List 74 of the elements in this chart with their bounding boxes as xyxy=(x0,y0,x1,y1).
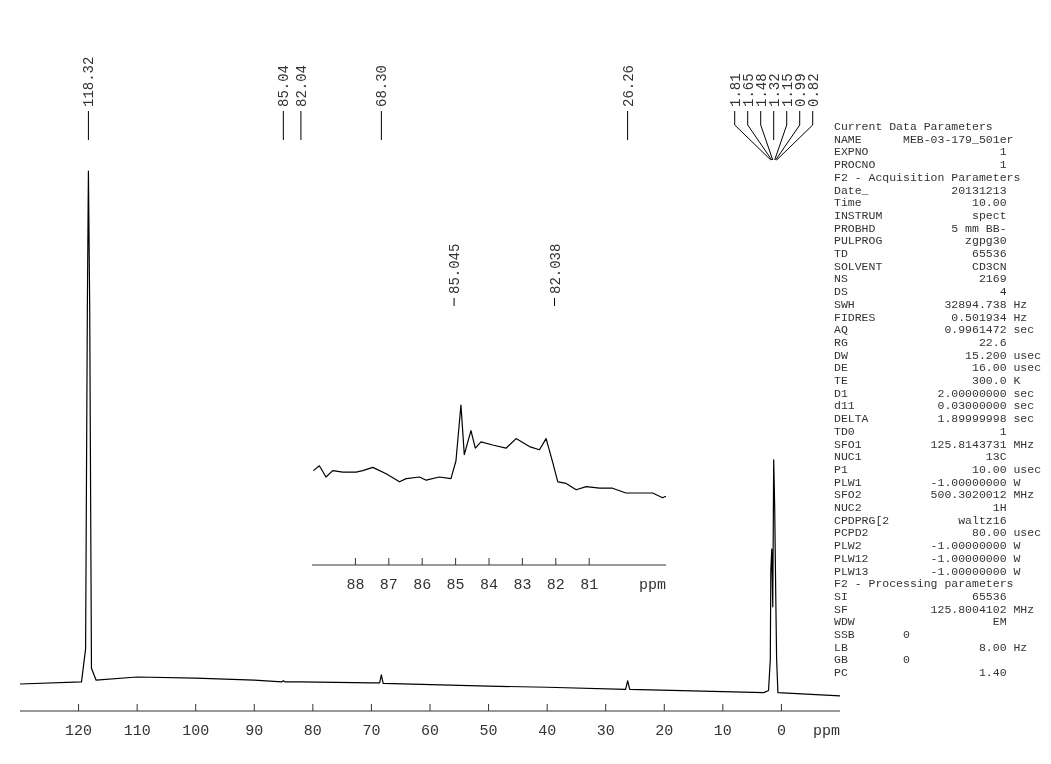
annotation: SFO2 500.3020012 MHz xyxy=(834,488,1035,502)
annotation: DW 15.200 usec xyxy=(834,348,1042,362)
annotation: Date_ 20131213 xyxy=(834,183,1007,197)
x-tick-label: 10 xyxy=(713,723,732,740)
annotation: 118.32 xyxy=(81,56,98,107)
text: Current Data Parameters xyxy=(834,120,993,133)
x-tick-label: 86 xyxy=(413,577,432,594)
annotation: PROBHD 5 mm BB- xyxy=(834,221,1007,235)
text: NAME MEB-03-179_501er xyxy=(834,132,1014,146)
annotation: PLW13 -1.00000000 W xyxy=(834,564,1021,578)
annotation: 68.30 xyxy=(374,64,391,107)
annotation: DE 16.00 usec xyxy=(834,361,1042,375)
annotation: SFO1 125.8143731 MHz xyxy=(834,437,1035,451)
annotation: SF 125.8004102 MHz xyxy=(834,602,1035,616)
annotation: PCPD2 80.00 usec xyxy=(834,526,1042,540)
annotation: F2 - Processing parameters xyxy=(834,577,1014,591)
annotation: SWH 32894.738 Hz xyxy=(834,297,1028,311)
annotation: INSTRUM spect xyxy=(834,208,1007,222)
annotation: SI 65536 xyxy=(834,589,1007,603)
annotation: PLW12 -1.00000000 W xyxy=(834,551,1021,565)
annotation: LB 8.00 Hz xyxy=(834,640,1028,654)
annotation: F2 - Acquisition Parameters xyxy=(834,170,1021,184)
x-tick-label: 110 xyxy=(123,723,151,740)
x-tick-label: 60 xyxy=(420,723,440,740)
annotation: DELTA 1.89999998 sec xyxy=(834,412,1035,426)
x-tick-label: 85 xyxy=(446,577,465,594)
annotation: GB 0 xyxy=(834,653,911,667)
annotation: NS 2169 xyxy=(834,272,1007,286)
annotation: PROCNO 1 xyxy=(834,158,1007,172)
x-axis-title: ppm xyxy=(638,577,666,594)
annotation: Time 10.00 xyxy=(834,196,1007,210)
annotation: AQ 0.9961472 sec xyxy=(834,323,1035,337)
x-tick-label: 30 xyxy=(596,723,615,740)
annotation: DS 4 xyxy=(834,285,1007,299)
annotation: d11 0.03000000 sec xyxy=(834,399,1035,413)
annotation: PLW1 -1.00000000 W xyxy=(834,475,1021,489)
text: EXPNO 1 xyxy=(834,145,1007,159)
annotation: SSB 0 xyxy=(834,628,911,641)
annotation: TD0 1 xyxy=(834,424,1007,438)
x-tick-label: 87 xyxy=(379,577,398,594)
x-tick-label: 40 xyxy=(538,723,557,740)
x-tick-label: 50 xyxy=(479,723,498,740)
annotation: CPDPRG[2 waltz16 xyxy=(834,513,1007,527)
x-tick-label: 100 xyxy=(182,723,210,740)
annotation: 85.04 xyxy=(276,64,293,107)
annotation: PLW2 -1.00000000 W xyxy=(834,539,1021,553)
annotation: FIDRES 0.501934 Hz xyxy=(834,310,1028,324)
x-tick-label: 82 xyxy=(546,577,565,594)
annotation: 82.038 xyxy=(547,243,564,294)
x-tick-label: 88 xyxy=(346,577,365,594)
annotation: RG 22.6 xyxy=(834,335,1007,349)
annotation: PC 1.40 xyxy=(834,666,1007,680)
annotation: 85.045 xyxy=(447,243,464,294)
x-tick-label: 0 xyxy=(776,723,786,740)
x-tick-label: 20 xyxy=(655,723,674,740)
annotation: TE 300.0 K xyxy=(834,374,1021,387)
annotation: 26.26 xyxy=(620,64,637,107)
x-axis-title: ppm xyxy=(812,723,840,740)
annotation: NUC2 1H xyxy=(834,501,1007,514)
x-tick-label: 90 xyxy=(245,723,264,740)
x-tick-label: 120 xyxy=(65,723,93,740)
annotation: WDW EM xyxy=(834,615,1007,629)
x-tick-label: 81 xyxy=(580,577,599,594)
x-tick-label: 84 xyxy=(479,577,499,594)
x-tick-label: 83 xyxy=(513,577,532,594)
x-tick-label: 80 xyxy=(303,723,322,740)
annotation: SOLVENT CD3CN xyxy=(834,259,1007,273)
annotation: D1 2.00000000 sec xyxy=(834,386,1035,400)
annotation: 82.04 xyxy=(293,64,310,107)
annotation: PULPROG zgpg30 xyxy=(834,234,1007,248)
annotation: TD 65536 xyxy=(834,247,1007,260)
annotation: NUC1 13C xyxy=(834,450,1007,464)
annotation: P1 10.00 usec xyxy=(834,462,1042,476)
x-tick-label: 70 xyxy=(362,723,381,740)
